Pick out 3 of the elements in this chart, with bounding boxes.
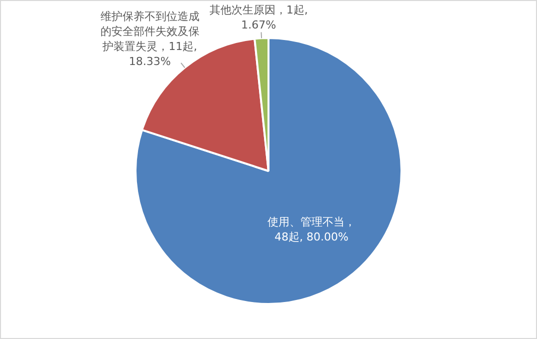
slice-label: 使用、管理不当，48起, 80.00% xyxy=(267,216,356,244)
slice-label: 维护保养不到位造成的安全部件失效及保护装置失灵，11起, 18.33% xyxy=(100,10,200,68)
slice-label: 其他次生原因，1起, 1.67% xyxy=(209,3,308,32)
